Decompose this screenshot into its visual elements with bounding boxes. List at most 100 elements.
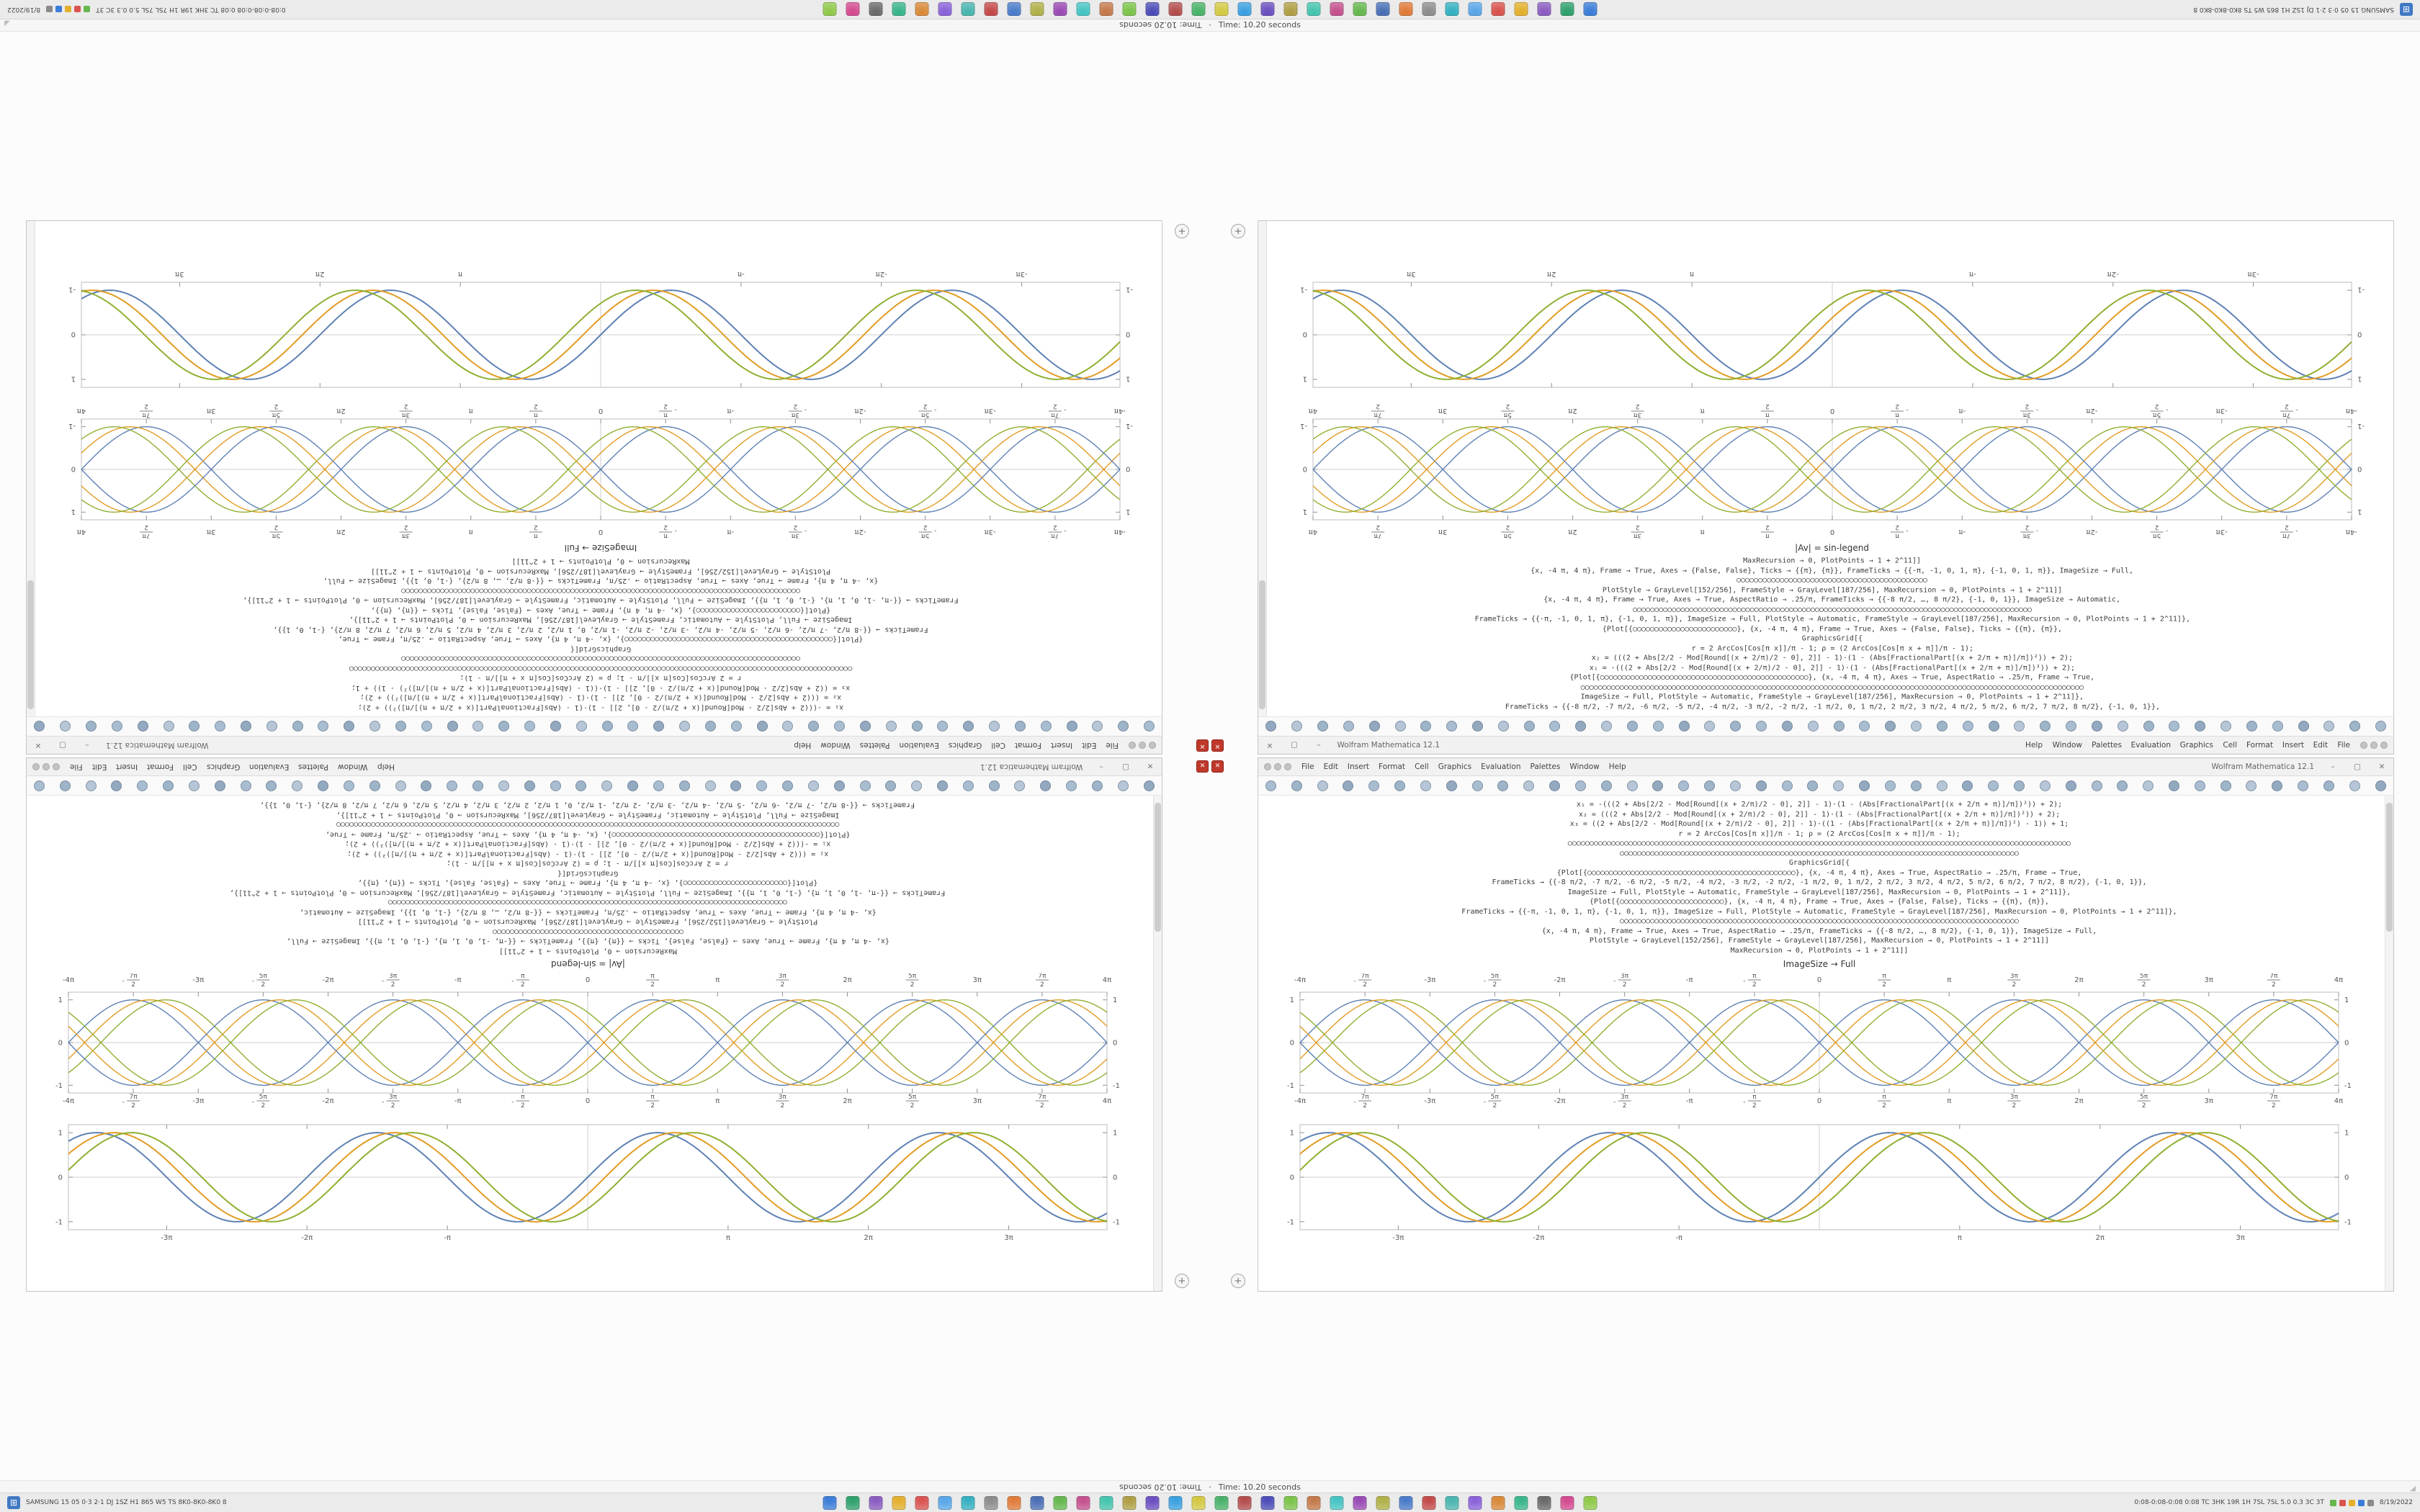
toolbar-icon[interactable] xyxy=(241,721,252,732)
taskbar-app-icon[interactable] xyxy=(1583,2,1597,17)
taskbar-app-icon[interactable] xyxy=(1122,1495,1137,1510)
taskbar-app-icon[interactable] xyxy=(1076,1495,1090,1510)
toolbar-icon[interactable] xyxy=(447,780,458,791)
window-control-dots[interactable] xyxy=(2360,742,2388,749)
toolbar-icon[interactable] xyxy=(1014,721,1026,732)
taskbar-app-icon[interactable] xyxy=(938,2,952,17)
toolbar-icon[interactable] xyxy=(1040,721,1052,732)
taskbar-app-icon[interactable] xyxy=(1537,1495,1551,1510)
close-button[interactable]: ✕ xyxy=(1147,762,1154,771)
toolbar-icon[interactable] xyxy=(808,721,820,732)
toolbar-icon[interactable] xyxy=(2375,780,2386,791)
corner-zoom-button[interactable]: + xyxy=(1175,224,1189,238)
toolbar-icon[interactable] xyxy=(2220,780,2231,791)
toolbar-icon[interactable] xyxy=(1117,780,1129,791)
taskbar-app-icon[interactable] xyxy=(984,1495,998,1510)
taskbar-app-icon[interactable] xyxy=(1399,1495,1413,1510)
code-cell[interactable]: FrameTicks → {{-8 π/2, -7 π/2, -6 π/2, -… xyxy=(1287,557,2378,712)
toolbar-icon[interactable] xyxy=(85,780,97,791)
taskbar-app-icon[interactable] xyxy=(1237,1495,1252,1510)
taskbar-app-icon[interactable] xyxy=(1260,2,1275,17)
taskbar-app-icon[interactable] xyxy=(1283,1495,1298,1510)
toolbar-icon[interactable] xyxy=(1601,721,1613,732)
taskbar-app-icon[interactable] xyxy=(1283,2,1298,17)
toolbar-icon[interactable] xyxy=(1143,780,1155,791)
toolbar-icon[interactable] xyxy=(34,780,45,791)
toolbar-icon[interactable] xyxy=(704,780,716,791)
toolbar-icon[interactable] xyxy=(1859,780,1870,791)
toolbar-icon[interactable] xyxy=(627,780,639,791)
toolbar-icon[interactable] xyxy=(1911,721,1922,732)
toolbar-icon[interactable] xyxy=(1144,721,1155,732)
toolbar-icon[interactable] xyxy=(1066,721,1077,732)
toolbar-icon[interactable] xyxy=(1884,780,1896,791)
toolbar-icon[interactable] xyxy=(1014,780,1026,791)
taskbar-app-icon[interactable] xyxy=(1353,1495,1367,1510)
taskbar-app-icon[interactable] xyxy=(1422,2,1436,17)
menu-item[interactable]: Palettes xyxy=(1530,762,1560,771)
scrollbar[interactable] xyxy=(1258,221,1267,716)
window-control-dots[interactable] xyxy=(32,763,60,770)
taskbar-app-icon[interactable] xyxy=(1122,2,1137,17)
code-cell[interactable]: x₁ = -(((2 + Abs[2/2 - Mod[Round[(x + 2/… xyxy=(1274,800,2365,955)
toolbar-icon[interactable] xyxy=(2091,721,2102,732)
corner-zoom-button[interactable]: + xyxy=(1175,1274,1189,1288)
close-button[interactable]: ✕ xyxy=(2378,762,2385,771)
toolbar-icon[interactable] xyxy=(1988,780,1999,791)
toolbar-icon[interactable] xyxy=(1755,780,1767,791)
toolbar-icon[interactable] xyxy=(2014,780,2025,791)
toolbar-icon[interactable] xyxy=(60,721,71,732)
toolbar-icon[interactable] xyxy=(86,721,97,732)
tray-status-icon[interactable] xyxy=(2367,1499,2374,1506)
toolbar-icon[interactable] xyxy=(601,780,613,791)
toolbar-icon[interactable] xyxy=(1446,780,1457,791)
taskbar-app-icon[interactable] xyxy=(1514,2,1528,17)
red-abort-icon[interactable]: ✕ xyxy=(1196,739,1209,752)
taskbar-app-icon[interactable] xyxy=(1307,1495,1321,1510)
toolbar-icon[interactable] xyxy=(472,780,484,791)
toolbar-icon[interactable] xyxy=(214,780,225,791)
menu-item[interactable]: Insert xyxy=(1348,762,1369,771)
toolbar-icon[interactable] xyxy=(369,721,381,732)
toolbar-icon[interactable] xyxy=(1420,780,1431,791)
toolbar-icon[interactable] xyxy=(369,780,380,791)
toolbar-icon[interactable] xyxy=(1885,721,1896,732)
menu-item[interactable]: Insert xyxy=(1051,741,1072,750)
toolbar-icon[interactable] xyxy=(704,721,716,732)
menu-item[interactable]: Format xyxy=(147,762,174,771)
taskbar-app-icon[interactable] xyxy=(1583,1495,1597,1510)
toolbar-icon[interactable] xyxy=(1988,721,1999,732)
taskbar-app-icon[interactable] xyxy=(1537,2,1551,17)
toolbar-icon[interactable] xyxy=(2323,721,2335,732)
menu-item[interactable]: Palettes xyxy=(860,741,890,750)
scrollbar-thumb[interactable] xyxy=(1259,580,1265,709)
menu-item[interactable]: Edit xyxy=(92,762,107,771)
scrollbar-thumb[interactable] xyxy=(2386,803,2393,932)
menu-item[interactable]: File xyxy=(70,762,83,771)
toolbar-icon[interactable] xyxy=(1781,721,1793,732)
toolbar-icon[interactable] xyxy=(885,721,897,732)
menu-item[interactable]: Graphics xyxy=(207,762,240,771)
toolbar-icon[interactable] xyxy=(1118,721,1129,732)
toolbar-icon[interactable] xyxy=(1730,721,1742,732)
toolbar-icon[interactable] xyxy=(163,780,174,791)
code-cell[interactable]: FrameTicks → {{-8 π/2, -7 π/2, -6 π/2, -… xyxy=(42,800,1133,955)
toolbar-icon[interactable] xyxy=(859,721,871,732)
minimize-button[interactable]: – xyxy=(1099,762,1103,771)
menu-item[interactable]: Palettes xyxy=(298,762,328,771)
menu-item[interactable]: Insert xyxy=(116,762,138,771)
taskbar-app-icon[interactable] xyxy=(1491,1495,1505,1510)
menu-item[interactable]: Window xyxy=(1569,762,1599,771)
toolbar-icon[interactable] xyxy=(2066,721,2077,732)
toolbar-icon[interactable] xyxy=(1936,780,1948,791)
taskbar-app-icon[interactable] xyxy=(1214,2,1229,17)
toolbar-icon[interactable] xyxy=(2246,721,2257,732)
menu-item[interactable]: Evaluation xyxy=(1481,762,1520,771)
menu-item[interactable]: Edit xyxy=(1324,762,1338,771)
toolbar-icon[interactable] xyxy=(2143,780,2154,791)
toolbar-icon[interactable] xyxy=(189,721,200,732)
toolbar-icon[interactable] xyxy=(1394,721,1406,732)
taskbar-app-icon[interactable] xyxy=(1007,2,1021,17)
maximize-button[interactable]: ▢ xyxy=(2354,762,2361,771)
menu-item[interactable]: Help xyxy=(2025,741,2043,750)
